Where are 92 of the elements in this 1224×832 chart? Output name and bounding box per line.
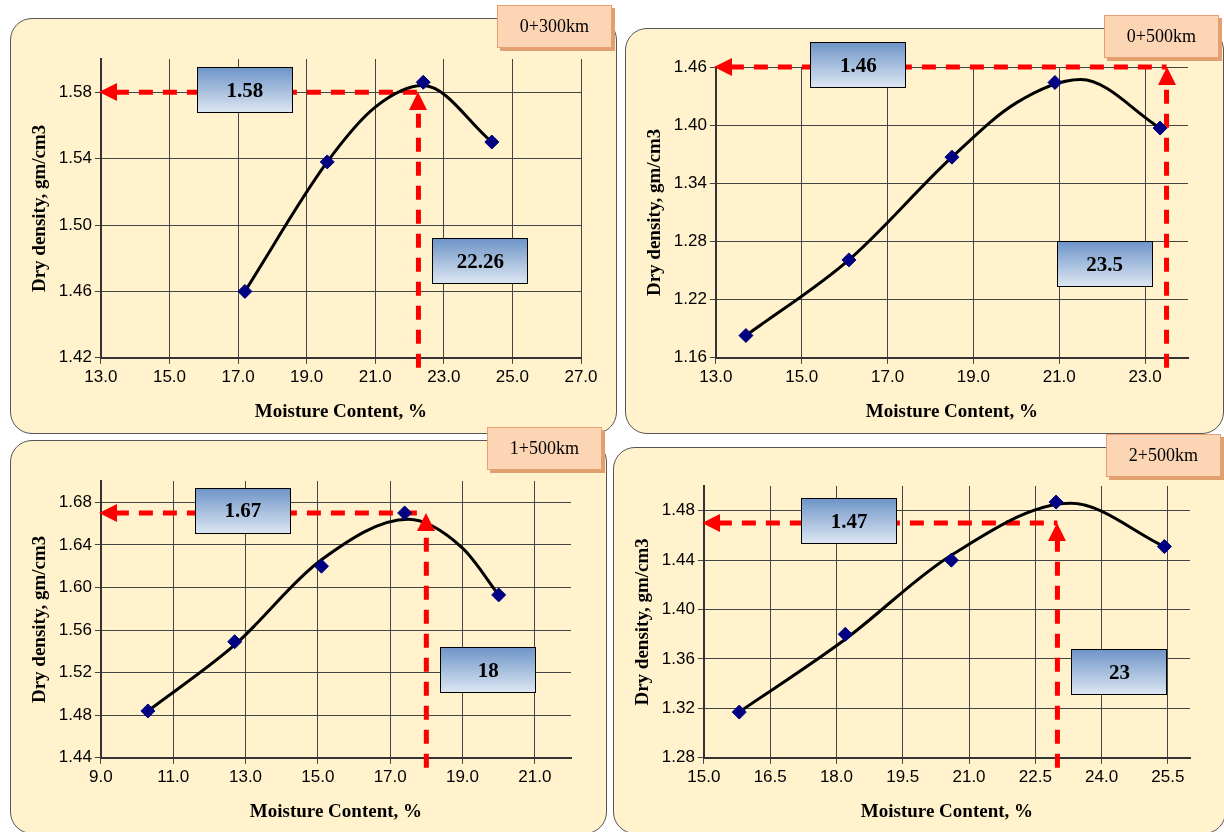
y-tick-label: 1.64 bbox=[58, 534, 92, 554]
x-axis-title: Moisture Content, % bbox=[865, 399, 1039, 421]
y-tick-label: 1.48 bbox=[58, 704, 92, 724]
y-axis-title: Dry density, gm/cm3 bbox=[643, 128, 665, 297]
x-tick-label: 23.0 bbox=[1128, 366, 1162, 386]
x-tick-label: 25.5 bbox=[1151, 766, 1185, 786]
x-tick-label: 16.5 bbox=[753, 766, 787, 786]
callout-box: 22.26 bbox=[432, 238, 529, 285]
x-tick-label: 9.0 bbox=[89, 766, 113, 786]
x-axis-title: Moisture Content, % bbox=[860, 799, 1034, 821]
y-tick-label: 1.22 bbox=[673, 289, 707, 309]
point bbox=[841, 252, 857, 268]
y-tick-label: 1.54 bbox=[58, 148, 92, 168]
point bbox=[237, 283, 253, 299]
x-tick-label: 21.0 bbox=[952, 766, 986, 786]
y-tick-label: 1.36 bbox=[661, 648, 695, 668]
y-tick-label: 1.28 bbox=[661, 747, 695, 767]
point bbox=[415, 74, 431, 90]
x-tick-label: 24.0 bbox=[1085, 766, 1119, 786]
chart-title: 2+500km bbox=[1105, 434, 1221, 477]
point bbox=[484, 134, 500, 150]
x-tick-label: 15.0 bbox=[301, 766, 335, 786]
y-tick-label: 1.40 bbox=[673, 114, 707, 134]
y-tick-label: 1.44 bbox=[58, 747, 92, 767]
chart-title: 0+500km bbox=[1103, 15, 1219, 58]
callout-box: 1.46 bbox=[810, 42, 907, 88]
callout-box: 1.58 bbox=[196, 67, 293, 114]
x-tick-label: 21.0 bbox=[358, 366, 392, 386]
x-tick-label: 11.0 bbox=[157, 766, 190, 786]
y-tick-label: 1.68 bbox=[58, 491, 92, 511]
y-tick-label: 1.56 bbox=[58, 619, 92, 639]
point bbox=[943, 552, 959, 568]
x-tick-label: 13.0 bbox=[699, 366, 733, 386]
point bbox=[1152, 120, 1168, 136]
x-tick-label: 13.0 bbox=[228, 766, 263, 786]
y-axis-title: Dry density, gm/cm3 bbox=[631, 538, 653, 706]
x-tick-label: 23.0 bbox=[427, 366, 461, 386]
y-tick-label: 1.44 bbox=[661, 549, 695, 569]
y-tick-label: 1.48 bbox=[661, 500, 695, 520]
point bbox=[319, 154, 335, 170]
y-axis-title: Dry density, gm/cm3 bbox=[28, 124, 50, 293]
point bbox=[397, 505, 413, 521]
point bbox=[738, 328, 754, 344]
point bbox=[837, 626, 853, 642]
point bbox=[227, 634, 243, 650]
x-tick-label: 21.0 bbox=[1042, 366, 1076, 386]
x-tick-label: 15.0 bbox=[152, 366, 187, 386]
point bbox=[1156, 539, 1172, 555]
y-tick-label: 1.50 bbox=[58, 214, 92, 234]
point bbox=[1047, 75, 1063, 91]
x-axis-title: Moisture Content, % bbox=[249, 799, 423, 821]
point bbox=[491, 587, 507, 603]
callout-box: 1.47 bbox=[801, 498, 898, 545]
callout-box: 23 bbox=[1071, 649, 1168, 696]
x-tick-label: 22.5 bbox=[1018, 766, 1052, 786]
x-tick-label: 18.0 bbox=[819, 766, 854, 786]
y-tick-label: 1.32 bbox=[661, 698, 695, 718]
y-tick-label: 1.42 bbox=[58, 347, 92, 367]
y-tick-label: 1.52 bbox=[58, 662, 92, 682]
x-tick-label: 17.0 bbox=[221, 366, 255, 386]
x-tick-label: 13.0 bbox=[84, 366, 118, 386]
x-tick-label: 15.0 bbox=[687, 766, 721, 786]
x-tick-label: 19.0 bbox=[956, 366, 990, 386]
point bbox=[1048, 494, 1064, 510]
x-axis-title: Moisture Content, % bbox=[254, 399, 428, 421]
y-tick-label: 1.28 bbox=[673, 231, 707, 251]
x-tick-label: 25.0 bbox=[495, 366, 529, 386]
x-tick-label: 17.0 bbox=[373, 766, 407, 786]
x-tick-label: 19.0 bbox=[290, 366, 324, 386]
chart-title: 0+300km bbox=[496, 5, 612, 48]
point bbox=[731, 704, 747, 720]
callout-box: 23.5 bbox=[1056, 241, 1153, 288]
y-tick-label: 1.60 bbox=[58, 577, 92, 597]
point bbox=[313, 558, 329, 574]
x-tick-label: 21.0 bbox=[518, 766, 552, 786]
y-tick-label: 1.40 bbox=[661, 599, 695, 619]
x-tick-label: 15.0 bbox=[785, 366, 819, 386]
x-tick-label: 19.5 bbox=[886, 766, 920, 786]
callout-box: 18 bbox=[440, 647, 537, 694]
y-axis-title: Dry density, gm/cm3 bbox=[28, 535, 50, 704]
y-tick-label: 1.16 bbox=[673, 347, 707, 367]
y-tick-label: 1.46 bbox=[58, 281, 92, 301]
y-tick-label: 1.58 bbox=[58, 81, 92, 101]
y-tick-label: 1.46 bbox=[673, 56, 707, 76]
x-tick-label: 17.0 bbox=[871, 366, 905, 386]
x-tick-label: 27.0 bbox=[564, 366, 598, 386]
x-tick-label: 19.0 bbox=[445, 766, 480, 786]
chart-title: 1+500km bbox=[486, 427, 602, 470]
callout-box: 1.67 bbox=[194, 487, 291, 534]
point bbox=[140, 703, 156, 719]
point bbox=[944, 149, 960, 165]
y-tick-label: 1.34 bbox=[673, 173, 707, 193]
